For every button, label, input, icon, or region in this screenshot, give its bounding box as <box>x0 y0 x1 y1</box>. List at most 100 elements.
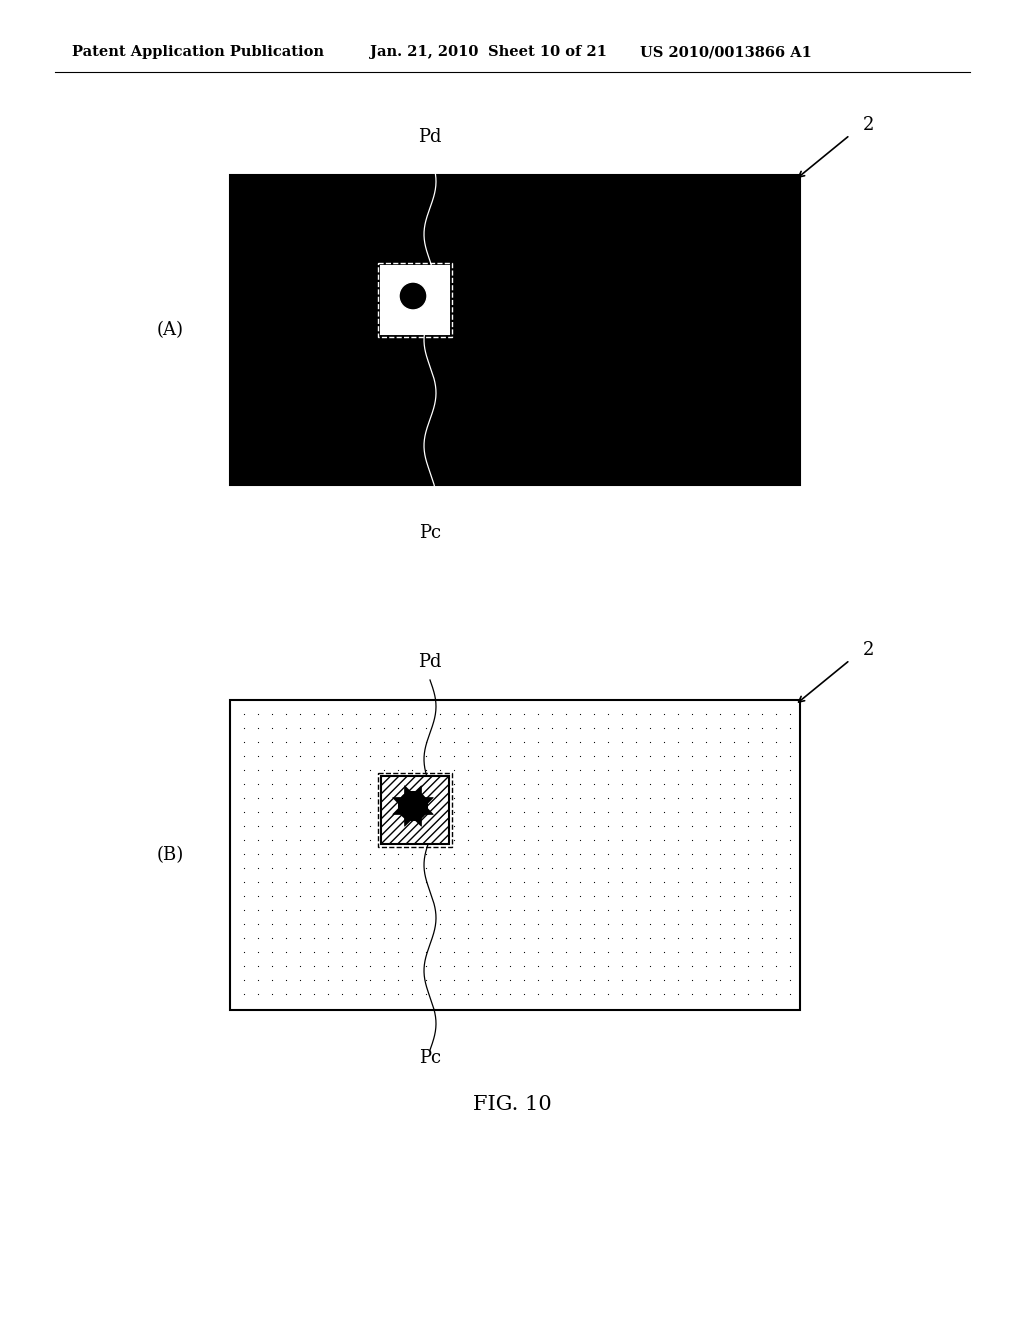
Point <box>739 941 756 962</box>
Point <box>487 788 504 809</box>
Point <box>739 731 756 752</box>
Point <box>684 913 700 935</box>
Point <box>292 858 308 879</box>
Point <box>236 956 252 977</box>
Point <box>754 886 770 907</box>
Point <box>334 956 350 977</box>
Point <box>781 843 798 865</box>
Point <box>516 913 532 935</box>
Point <box>502 746 518 767</box>
Point <box>390 913 407 935</box>
Point <box>278 899 294 920</box>
Point <box>306 941 323 962</box>
Point <box>697 788 714 809</box>
Point <box>586 801 602 822</box>
Point <box>361 843 378 865</box>
Point <box>502 704 518 725</box>
Point <box>571 913 588 935</box>
Point <box>445 928 462 949</box>
Point <box>558 829 574 850</box>
Point <box>432 746 449 767</box>
Point <box>600 759 616 780</box>
Point <box>250 718 266 739</box>
Point <box>516 969 532 990</box>
Point <box>460 871 476 892</box>
Point <box>390 928 407 949</box>
Point <box>613 928 630 949</box>
Point <box>571 886 588 907</box>
Point <box>697 816 714 837</box>
Point <box>670 774 686 795</box>
Point <box>544 704 560 725</box>
Point <box>348 759 365 780</box>
Point <box>292 801 308 822</box>
Point <box>613 899 630 920</box>
Point <box>278 858 294 879</box>
Point <box>655 731 672 752</box>
Point <box>390 886 407 907</box>
Point <box>474 774 490 795</box>
Point <box>236 759 252 780</box>
Point <box>781 829 798 850</box>
Point <box>474 829 490 850</box>
Point <box>487 858 504 879</box>
Point <box>684 801 700 822</box>
Point <box>768 704 784 725</box>
Point <box>613 788 630 809</box>
Point <box>460 718 476 739</box>
Point <box>655 871 672 892</box>
Point <box>655 801 672 822</box>
Point <box>754 759 770 780</box>
Point <box>319 956 336 977</box>
Point <box>319 886 336 907</box>
Point <box>558 816 574 837</box>
Point <box>529 759 546 780</box>
Point <box>529 731 546 752</box>
Point <box>292 759 308 780</box>
Point <box>361 788 378 809</box>
Point <box>236 913 252 935</box>
Point <box>684 704 700 725</box>
Point <box>418 886 434 907</box>
Point <box>642 899 658 920</box>
Point <box>390 871 407 892</box>
Point <box>781 969 798 990</box>
Point <box>516 829 532 850</box>
Point <box>613 746 630 767</box>
Point <box>684 718 700 739</box>
Point <box>474 969 490 990</box>
Point <box>376 759 392 780</box>
Point <box>529 956 546 977</box>
Point <box>418 774 434 795</box>
Polygon shape <box>425 808 433 814</box>
Point <box>697 969 714 990</box>
Point <box>628 843 644 865</box>
Point <box>502 731 518 752</box>
Point <box>600 956 616 977</box>
Point <box>670 886 686 907</box>
Point <box>306 899 323 920</box>
Point <box>768 816 784 837</box>
Point <box>306 816 323 837</box>
Point <box>319 928 336 949</box>
Point <box>348 913 365 935</box>
Point <box>516 746 532 767</box>
Point <box>334 913 350 935</box>
Point <box>264 843 281 865</box>
Point <box>739 718 756 739</box>
Point <box>600 704 616 725</box>
Point <box>655 899 672 920</box>
Point <box>712 829 728 850</box>
Point <box>306 774 323 795</box>
Point <box>781 788 798 809</box>
Point <box>418 731 434 752</box>
Point <box>334 731 350 752</box>
Text: Pc: Pc <box>419 1049 441 1067</box>
Point <box>390 746 407 767</box>
Point <box>781 801 798 822</box>
Point <box>474 731 490 752</box>
Point <box>516 759 532 780</box>
Point <box>403 969 420 990</box>
Bar <box>378 263 452 337</box>
Point <box>529 774 546 795</box>
